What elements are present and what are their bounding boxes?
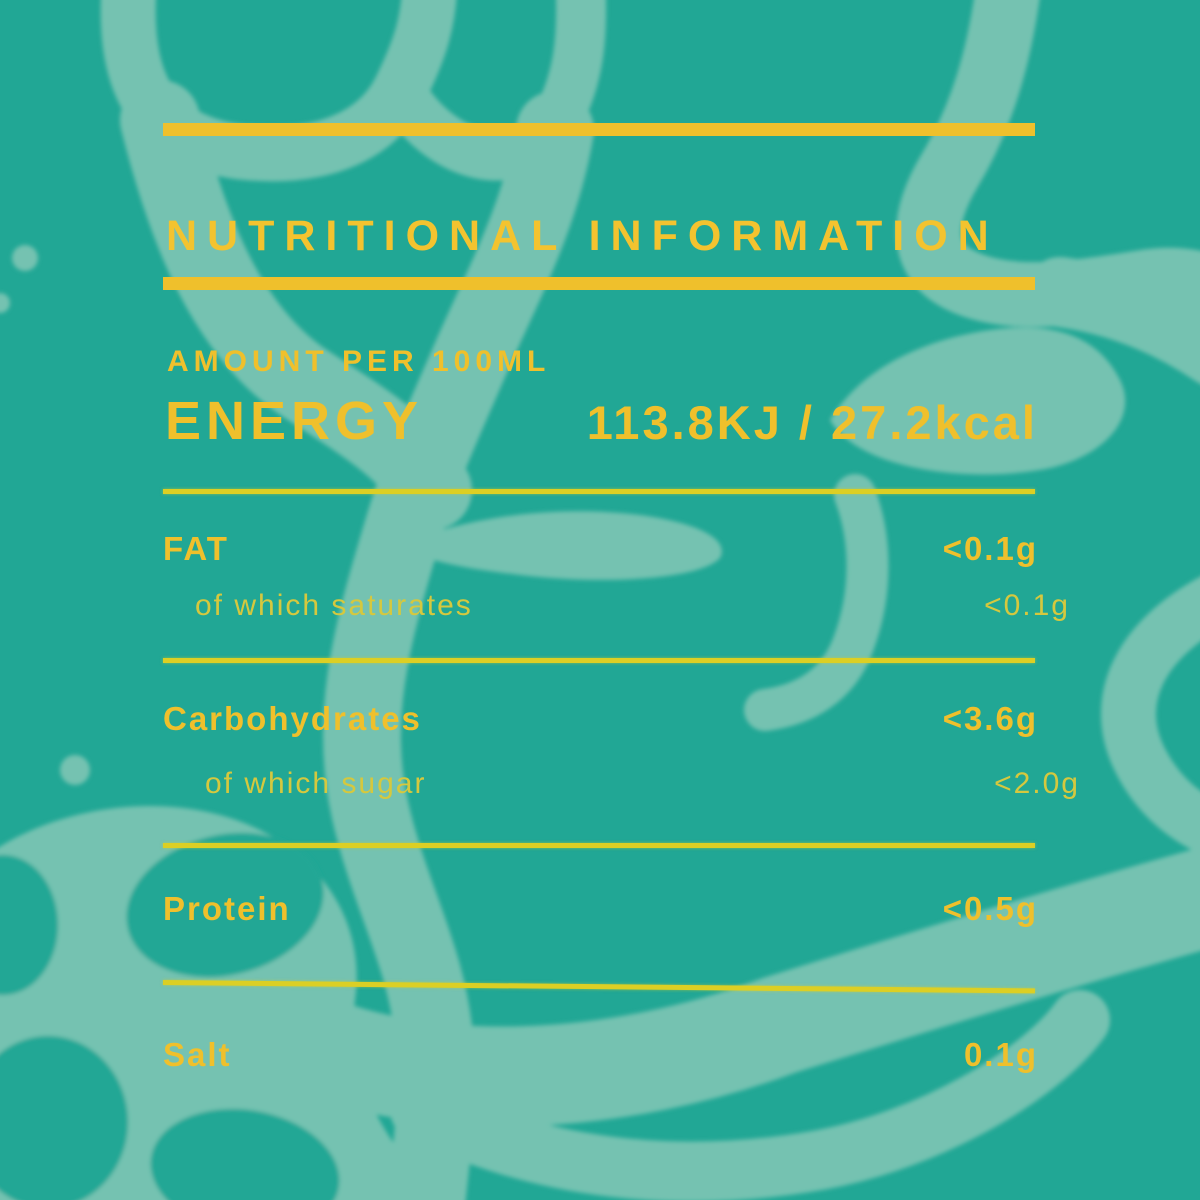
row-saturates: of which saturates <0.1g: [163, 588, 1070, 624]
divider-carbohydrates: [163, 843, 1035, 848]
page-title: NUTRITIONAL INFORMATION: [166, 211, 999, 260]
row-carbohydrates: Carbohydrates <3.6g: [163, 700, 1038, 738]
row-salt-label: Salt: [163, 1036, 232, 1073]
row-salt-value: 0.1g: [963, 1036, 1038, 1073]
divider-energy: [163, 489, 1035, 494]
row-saturates-label: of which saturates: [195, 589, 473, 622]
row-sugar-value: <2.0g: [994, 767, 1080, 800]
divider-protein: [162, 980, 1035, 994]
row-sugar: of which sugar <2.0g: [163, 766, 1080, 802]
row-fat-value: <0.1g: [942, 530, 1038, 567]
serving-size-label: AMOUNT PER 100ML: [167, 345, 551, 378]
row-fat-label: FAT: [163, 530, 229, 567]
row-protein-value: <0.5g: [942, 890, 1038, 927]
row-carbohydrates-label: Carbohydrates: [163, 700, 422, 737]
row-saturates-value: <0.1g: [984, 589, 1070, 622]
row-sugar-label: of which sugar: [205, 767, 427, 800]
row-salt: Salt 0.1g: [163, 1036, 1038, 1074]
row-carbohydrates-value: <3.6g: [942, 700, 1038, 737]
divider-title-bottom-thick: [163, 277, 1035, 290]
row-protein-label: Protein: [163, 890, 291, 927]
energy-value: 113.8KJ / 27.2kcal: [586, 396, 1038, 449]
row-protein: Protein <0.5g: [163, 890, 1038, 928]
divider-top-thick: [163, 123, 1035, 136]
row-fat: FAT <0.1g: [163, 530, 1038, 568]
energy-row: ENERGY 113.8KJ / 27.2kcal: [165, 392, 1038, 450]
energy-label: ENERGY: [165, 391, 424, 451]
divider-fat: [163, 658, 1035, 663]
